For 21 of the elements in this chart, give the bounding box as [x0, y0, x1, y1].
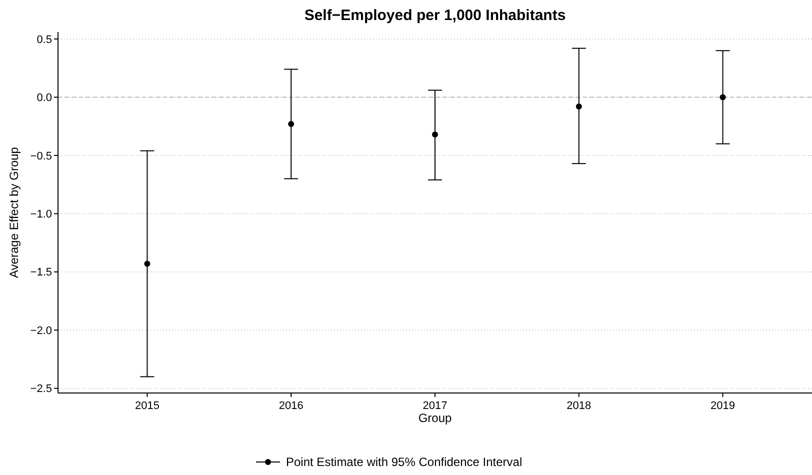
x-tick-label: 2019: [710, 400, 736, 412]
point: [576, 104, 582, 110]
x-tick-label: 2016: [278, 400, 304, 412]
chart-title: Self−Employed per 1,000 Inhabitants: [304, 7, 566, 24]
x-tick-label: 2017: [422, 400, 448, 412]
y-tick-label: −2.5: [30, 383, 52, 396]
point: [432, 131, 438, 138]
y-tick-label: 0.5: [36, 34, 52, 46]
y-tick-label: −0.5: [30, 150, 52, 162]
point: [144, 260, 150, 267]
point: [720, 94, 726, 100]
x-tick-label: 2018: [566, 400, 592, 412]
x-tick-label: 2015: [134, 400, 160, 412]
y-tick-label: −1.0: [30, 208, 52, 221]
y-tick-label: −2.0: [30, 324, 52, 337]
y-tick-label: −1.5: [30, 266, 52, 279]
x-axis-title: Group: [418, 411, 452, 425]
point: [288, 120, 294, 127]
y-tick-label: 0.0: [36, 92, 52, 104]
legend-label: Point Estimate with 95% Confidence Interval: [286, 455, 522, 470]
y-axis-title: Average Effect by Group: [7, 146, 21, 278]
